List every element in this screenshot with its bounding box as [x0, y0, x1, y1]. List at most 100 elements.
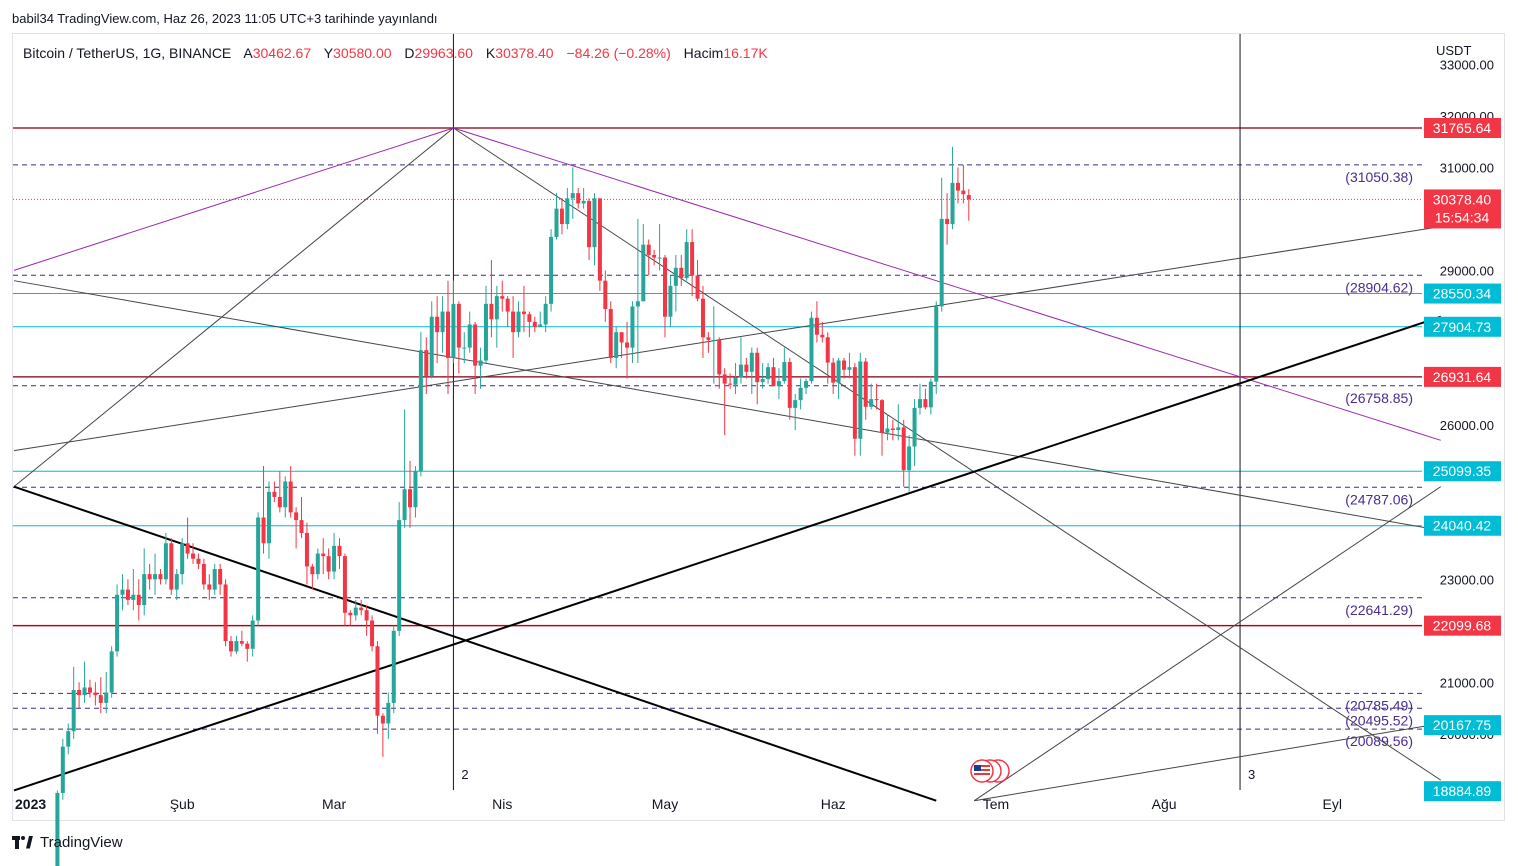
candle-body[interactable]	[950, 182, 955, 225]
candle-body[interactable]	[717, 339, 722, 375]
candle-body[interactable]	[934, 306, 939, 382]
candle-body[interactable]	[223, 584, 228, 642]
candle-body[interactable]	[690, 242, 695, 276]
candle-body[interactable]	[825, 337, 830, 363]
candle-body[interactable]	[831, 362, 836, 383]
candle-body[interactable]	[332, 545, 337, 572]
candle-body[interactable]	[722, 374, 727, 384]
trend-line[interactable]	[13, 485, 937, 802]
candle-body[interactable]	[82, 687, 87, 696]
candle-body[interactable]	[511, 311, 516, 333]
candle-body[interactable]	[652, 254, 657, 258]
candle-body[interactable]	[191, 553, 196, 559]
candle-body[interactable]	[814, 317, 819, 335]
candle-body[interactable]	[66, 731, 71, 747]
candle-body[interactable]	[820, 334, 825, 338]
candle-body[interactable]	[597, 198, 602, 281]
candle-body[interactable]	[532, 321, 537, 328]
candle-body[interactable]	[256, 517, 261, 621]
candle-body[interactable]	[402, 489, 407, 521]
candle-body[interactable]	[429, 316, 434, 376]
candle-body[interactable]	[196, 558, 201, 564]
candle-body[interactable]	[266, 491, 271, 544]
candle-body[interactable]	[386, 702, 391, 724]
candle-body[interactable]	[581, 200, 586, 204]
candle-body[interactable]	[505, 298, 510, 312]
candle-body[interactable]	[874, 399, 879, 401]
candle-body[interactable]	[55, 792, 60, 866]
candle-body[interactable]	[163, 543, 168, 580]
candle-body[interactable]	[180, 543, 185, 575]
candle-body[interactable]	[478, 360, 483, 366]
trend-line[interactable]	[13, 127, 454, 488]
candle-body[interactable]	[776, 381, 781, 387]
candle-body[interactable]	[804, 381, 809, 388]
candle-body[interactable]	[304, 532, 309, 567]
candle-body[interactable]	[966, 195, 971, 200]
candle-body[interactable]	[711, 339, 716, 341]
candle-body[interactable]	[646, 244, 651, 255]
candle-body[interactable]	[549, 236, 554, 304]
candle-body[interactable]	[852, 367, 857, 439]
candle-body[interactable]	[749, 352, 754, 372]
candle-body[interactable]	[684, 242, 689, 279]
candle-body[interactable]	[538, 324, 543, 328]
candle-body[interactable]	[923, 399, 928, 408]
candle-body[interactable]	[261, 517, 266, 544]
candle-body[interactable]	[858, 361, 863, 439]
candle-body[interactable]	[288, 481, 293, 513]
candle-body[interactable]	[733, 377, 738, 385]
candle-body[interactable]	[738, 364, 743, 378]
candle-body[interactable]	[408, 489, 413, 508]
candle-body[interactable]	[212, 569, 217, 590]
candle-body[interactable]	[87, 687, 92, 693]
candle-body[interactable]	[663, 257, 667, 317]
footer-brand[interactable]: TradingView	[12, 834, 123, 851]
candle-body[interactable]	[283, 481, 288, 508]
candle-body[interactable]	[153, 574, 158, 580]
candle-body[interactable]	[793, 400, 798, 408]
candle-body[interactable]	[869, 399, 874, 407]
trend-line[interactable]	[453, 127, 1442, 781]
trend-line[interactable]	[453, 127, 1441, 441]
candle-body[interactable]	[836, 360, 841, 383]
candle-body[interactable]	[559, 208, 564, 225]
candle-body[interactable]	[142, 574, 147, 606]
candle-body[interactable]	[131, 594, 136, 600]
candle-body[interactable]	[700, 298, 705, 338]
candle-body[interactable]	[896, 427, 901, 430]
candle-body[interactable]	[798, 387, 803, 401]
candle-body[interactable]	[760, 379, 765, 383]
candle-body[interactable]	[917, 399, 922, 408]
candle-body[interactable]	[527, 314, 532, 322]
candle-body[interactable]	[695, 275, 700, 299]
candle-body[interactable]	[364, 610, 369, 621]
candle-body[interactable]	[939, 218, 944, 307]
trend-line[interactable]	[13, 280, 1441, 531]
candle-body[interactable]	[239, 641, 244, 644]
candle-body[interactable]	[842, 360, 847, 370]
candle-body[interactable]	[169, 543, 174, 590]
candle-body[interactable]	[728, 383, 733, 385]
candle-body[interactable]	[619, 332, 624, 343]
candle-body[interactable]	[418, 350, 423, 472]
candle-body[interactable]	[98, 695, 103, 703]
candle-body[interactable]	[679, 267, 684, 279]
candle-body[interactable]	[451, 303, 456, 358]
candle-body[interactable]	[483, 303, 488, 361]
candle-body[interactable]	[467, 324, 472, 348]
candle-body[interactable]	[299, 520, 304, 533]
candle-body[interactable]	[847, 367, 852, 370]
symbol-name[interactable]: Bitcoin / TetherUS, 1G, BINANCE	[23, 45, 232, 61]
trend-line[interactable]	[13, 127, 454, 271]
candle-body[interactable]	[375, 646, 380, 716]
candle-body[interactable]	[565, 198, 570, 225]
candle-body[interactable]	[315, 553, 320, 575]
trend-line[interactable]	[13, 226, 1441, 452]
candle-body[interactable]	[277, 496, 282, 508]
chart-frame[interactable]	[12, 33, 1505, 821]
candle-body[interactable]	[120, 589, 125, 595]
candle-body[interactable]	[391, 630, 396, 703]
candle-body[interactable]	[608, 309, 613, 358]
candle-body[interactable]	[587, 200, 592, 248]
